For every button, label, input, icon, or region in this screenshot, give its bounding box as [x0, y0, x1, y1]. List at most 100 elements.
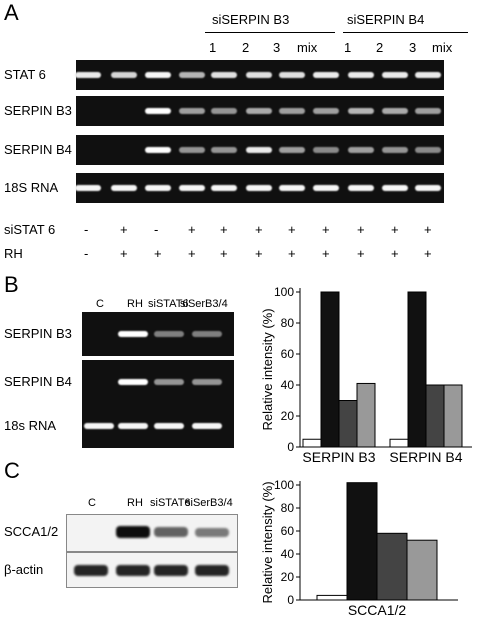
gel-band [382, 108, 408, 114]
y-tick-label: 40 [281, 547, 295, 561]
category-label: SERPIN B4 [389, 449, 462, 465]
bar [406, 539, 438, 601]
y-tick-label: 80 [281, 501, 295, 515]
gel-band [154, 331, 184, 337]
gel-band [348, 72, 374, 78]
gel-band [192, 423, 222, 429]
y-tick-label: 20 [281, 409, 295, 423]
gel-band [415, 72, 441, 78]
lane-label: C [96, 298, 104, 310]
gel-band [348, 147, 374, 153]
gel-band [211, 185, 237, 191]
group-label-siserpin-b4: siSERPIN B4 [347, 12, 425, 27]
lane-label: RH [127, 298, 143, 310]
gel-band [415, 147, 441, 153]
blot-band [154, 564, 188, 576]
gel-band [348, 185, 374, 191]
gel-row-label: 18S RNA [4, 180, 59, 195]
y-tick-label: 60 [281, 347, 295, 361]
blot-row-label: SERPIN B3 [4, 326, 72, 341]
gel-row-label: SERPIN B3 [4, 103, 72, 118]
y-tick-label: 60 [281, 524, 295, 538]
treatment-sign: + [424, 246, 432, 261]
gel-band [246, 185, 272, 191]
gel-band [145, 72, 171, 78]
panel-a-letter: A [4, 0, 19, 25]
treatment-sign: + [188, 222, 196, 237]
gel-band [279, 147, 305, 153]
y-axis-label: Relative intensity (%) [260, 481, 275, 603]
group-line-b4 [343, 32, 468, 33]
treatment-sign: + [391, 246, 399, 261]
gel-band [382, 185, 408, 191]
lane-sublabel: 2 [242, 40, 250, 55]
treatment-label: RH [4, 246, 23, 261]
gel-band [246, 72, 272, 78]
gel-band [211, 72, 237, 78]
blot-band [116, 526, 150, 538]
lane-label: siSerB3/4 [180, 298, 228, 310]
gel-band [118, 379, 148, 385]
treatment-sign: + [288, 246, 296, 261]
lane-sublabel: 3 [273, 40, 281, 55]
gel-band [145, 108, 171, 114]
lane-label: siSTAT6 [150, 497, 191, 509]
lane-sublabel: 2 [376, 40, 384, 55]
gel-band [179, 185, 205, 191]
gel-band [279, 185, 305, 191]
gel-band [75, 185, 101, 191]
gel-band [179, 108, 205, 114]
bar [316, 594, 348, 601]
gel-band [84, 423, 114, 429]
gel-band [382, 147, 408, 153]
gel-band [348, 108, 374, 114]
blot-band [195, 564, 229, 576]
bar [346, 482, 378, 601]
treatment-sign: + [220, 222, 228, 237]
y-axis-label: Relative intensity (%) [260, 308, 275, 430]
gel-row-label: SERPIN B4 [4, 142, 72, 157]
blot-band [116, 564, 150, 576]
y-tick-label: 40 [281, 378, 295, 392]
treatment-sign: + [357, 222, 365, 237]
panel-b-letter: B [4, 272, 19, 297]
panel-c-letter: C [4, 458, 20, 483]
treatment-sign: + [255, 222, 263, 237]
gel-band [145, 185, 171, 191]
gel-band [279, 108, 305, 114]
treatment-sign: + [424, 222, 432, 237]
blot-row-label: 18s RNA [4, 418, 57, 433]
gel-band [415, 108, 441, 114]
blot-row-label: SERPIN B4 [4, 374, 72, 389]
treatment-sign: + [357, 246, 365, 261]
gel-row-label: STAT 6 [4, 67, 46, 82]
treatment-sign: + [220, 246, 228, 261]
gel-band [75, 72, 101, 78]
gel-band [313, 147, 339, 153]
y-tick-label: 0 [287, 440, 294, 454]
lane-sublabel: 1 [344, 40, 352, 55]
gel-band [118, 331, 148, 337]
bar [443, 384, 463, 448]
group-label-siserpin-b3: siSERPIN B3 [212, 12, 290, 27]
blot-band [154, 527, 188, 537]
gel-band [154, 423, 184, 429]
gel-band [192, 331, 222, 337]
treatment-sign: + [154, 246, 162, 261]
gel-band [211, 108, 237, 114]
gel-band [145, 147, 171, 153]
category-label: SERPIN B3 [302, 449, 375, 465]
treatment-sign: - [154, 222, 159, 237]
lane-sublabel: 1 [209, 40, 217, 55]
gel-band [279, 72, 305, 78]
y-tick-label: 20 [281, 570, 295, 584]
lane-sublabel: mix [297, 40, 318, 55]
gel-band [192, 379, 222, 385]
gel-band [246, 108, 272, 114]
y-tick-label: 0 [287, 593, 294, 607]
gel-band [313, 108, 339, 114]
gel-band [118, 423, 148, 429]
treatment-sign: + [288, 222, 296, 237]
bar [356, 382, 376, 448]
